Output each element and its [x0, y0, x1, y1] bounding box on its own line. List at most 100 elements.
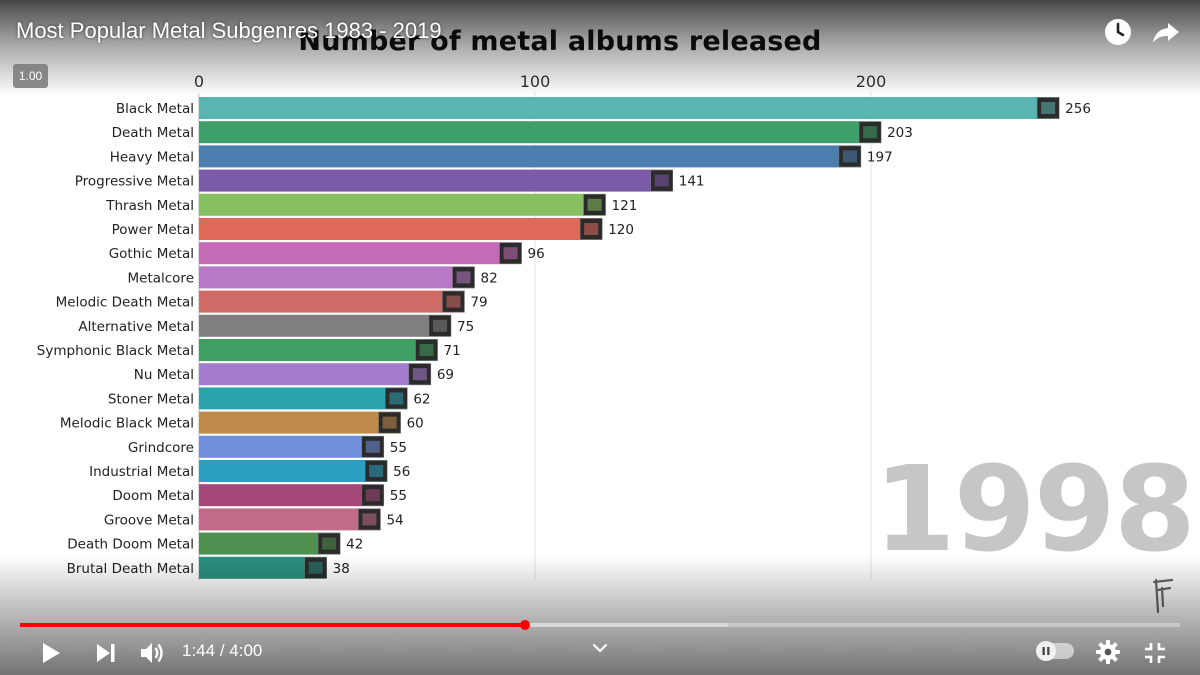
category-label: Power Metal [112, 222, 194, 238]
exit-fullscreen-icon[interactable] [1142, 640, 1168, 666]
time-separator: / [215, 641, 230, 660]
category-label: Brutal Death Metal [67, 561, 194, 577]
category-label: Heavy Metal [110, 149, 194, 165]
album-cover-art [412, 368, 427, 381]
value-label: 56 [393, 464, 410, 480]
time-display: 1:44 / 4:00 [182, 641, 262, 661]
progress-played [20, 623, 526, 627]
category-label: Melodic Death Metal [56, 295, 194, 311]
value-label: 55 [390, 488, 407, 504]
play-icon[interactable] [38, 640, 64, 666]
bar-doom-metal [199, 484, 384, 507]
category-label: Gothic Metal [109, 246, 194, 262]
value-label: 71 [444, 343, 461, 359]
album-cover-art [308, 561, 323, 574]
category-label: Symphonic Black Metal [37, 343, 194, 359]
album-cover-art [587, 198, 602, 211]
value-label: 54 [386, 512, 403, 528]
bar-power-metal [199, 218, 603, 240]
category-label: Nu Metal [134, 367, 194, 383]
share-arrow-icon[interactable] [1150, 16, 1182, 48]
x-tick-label: 100 [520, 72, 551, 91]
category-label: Stoner Metal [108, 391, 194, 407]
value-label: 82 [481, 270, 498, 286]
category-label: Black Metal [116, 101, 194, 117]
bar-death-doom-metal [199, 532, 341, 555]
category-label: Melodic Black Metal [60, 416, 194, 432]
value-label: 256 [1065, 101, 1091, 117]
bar-black-metal [199, 97, 1060, 119]
clock-icon[interactable] [1102, 16, 1134, 48]
speed-badge: 1.00 [13, 64, 48, 88]
bar-nu-metal [199, 363, 431, 386]
value-label: 96 [528, 246, 545, 262]
volume-icon[interactable] [138, 639, 166, 667]
value-label: 42 [346, 537, 363, 553]
year-label: 1998 [873, 440, 1196, 578]
bar-groove-metal [199, 508, 381, 531]
autoplay-toggle[interactable] [1036, 641, 1074, 661]
category-label: Death Metal [112, 125, 194, 141]
category-label: Death Doom Metal [67, 537, 194, 553]
album-cover-art [389, 392, 404, 405]
gear-icon[interactable] [1094, 638, 1122, 666]
current-time: 1:44 [182, 641, 216, 660]
duration: 4:00 [229, 641, 263, 660]
value-label: 203 [887, 125, 913, 141]
album-cover-art [842, 150, 857, 163]
album-cover-art [456, 271, 471, 284]
bar-melodic-black-metal [199, 411, 401, 434]
bar-industrial-metal [199, 460, 388, 482]
album-cover-art [365, 440, 380, 453]
progress-bar[interactable] [20, 620, 1180, 630]
album-cover-art [382, 416, 397, 429]
value-label: 55 [390, 440, 407, 456]
bar-grindcore [199, 435, 384, 458]
bar-death-metal [199, 121, 882, 144]
album-cover-art [365, 489, 380, 502]
value-label: 62 [413, 391, 430, 407]
album-cover-art [584, 223, 599, 235]
category-label: Alternative Metal [78, 319, 194, 335]
category-label: Grindcore [128, 440, 194, 456]
value-label: 60 [407, 416, 424, 432]
album-cover-art [322, 537, 337, 550]
category-label: Progressive Metal [75, 174, 194, 190]
album-cover-art [362, 513, 377, 526]
category-label: Groove Metal [104, 512, 194, 528]
channel-logo-icon [1152, 578, 1174, 614]
album-cover-art [654, 174, 669, 187]
category-label: Metalcore [127, 270, 194, 286]
category-label: Industrial Metal [89, 464, 194, 480]
value-label: 69 [437, 367, 454, 383]
value-label: 75 [457, 319, 474, 335]
pause-toggle-icon [1036, 641, 1056, 661]
bar-melodic-death-metal [199, 290, 465, 313]
bar-stoner-metal [199, 387, 408, 410]
album-cover-art [1041, 102, 1056, 114]
album-cover-art [419, 344, 434, 356]
value-label: 38 [333, 561, 350, 577]
category-label: Doom Metal [112, 488, 194, 504]
progress-scrubber[interactable] [520, 620, 531, 630]
value-label: 79 [470, 295, 487, 311]
x-tick-label: 200 [856, 72, 887, 91]
album-cover-art [433, 319, 447, 332]
album-cover-art [863, 126, 878, 139]
skip-next-icon[interactable] [94, 641, 118, 665]
album-cover-art [369, 465, 384, 477]
album-cover-art [503, 247, 518, 260]
bar-thrash-metal [199, 193, 606, 216]
bar-gothic-metal [199, 242, 522, 265]
bar-heavy-metal [199, 145, 861, 168]
bar-metalcore [199, 266, 475, 289]
video-title[interactable]: Most Popular Metal Subgenres 1983 - 2019 [16, 18, 442, 43]
bar-alternative-metal [199, 314, 451, 337]
value-label: 121 [612, 198, 638, 214]
bar-progressive-metal [199, 169, 673, 192]
value-label: 197 [867, 149, 893, 165]
chevron-down-icon[interactable] [591, 641, 609, 655]
category-label: Thrash Metal [105, 198, 194, 214]
